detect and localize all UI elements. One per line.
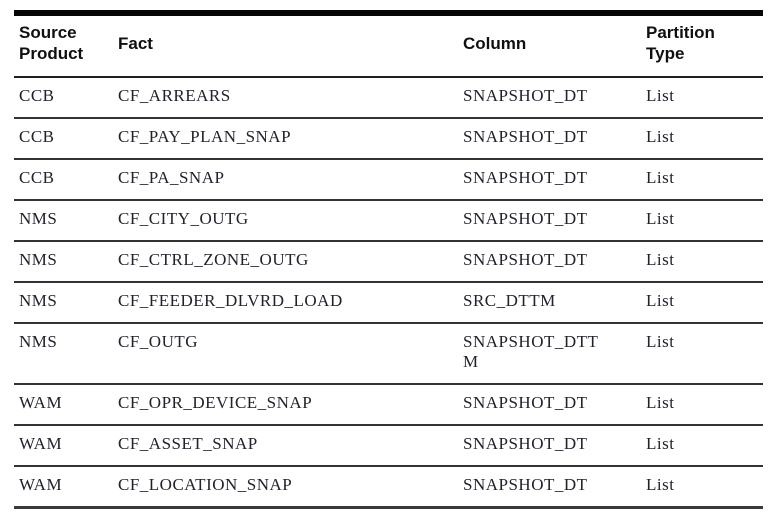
cell-source-product: CCB [14, 159, 113, 201]
cell-column: SNAPSHOT_DT [458, 159, 641, 201]
cell-source-product: NMS [14, 200, 113, 242]
column-header-source-product: Source Product [14, 13, 113, 78]
cell-source-product: WAM [14, 466, 113, 509]
cell-fact: CF_OPR_DEVICE_SNAP [113, 384, 458, 426]
cell-column: SNAPSHOT_DT [458, 466, 641, 509]
cell-source-product: WAM [14, 384, 113, 426]
cell-source-product: WAM [14, 425, 113, 467]
table-row: WAM CF_ASSET_SNAP SNAPSHOT_DT List [14, 425, 763, 467]
table-header: Source Product Fact Column Partition Typ… [14, 13, 763, 78]
cell-partition-type: List [641, 282, 763, 324]
table-body: CCB CF_ARREARS SNAPSHOT_DT List CCB CF_P… [14, 77, 763, 509]
cell-fact: CF_CITY_OUTG [113, 200, 458, 242]
cell-source-product: NMS [14, 241, 113, 283]
cell-partition-type: List [641, 384, 763, 426]
cell-fact: CF_PA_SNAP [113, 159, 458, 201]
column-header-fact: Fact [113, 13, 458, 78]
cell-fact: CF_LOCATION_SNAP [113, 466, 458, 509]
cell-column: SRC_DTTM [458, 282, 641, 324]
cell-fact: CF_OUTG [113, 323, 458, 385]
cell-column: SNAPSHOT_DTTM [458, 323, 641, 385]
cell-fact: CF_CTRL_ZONE_OUTG [113, 241, 458, 283]
cell-column: SNAPSHOT_DT [458, 200, 641, 242]
cell-column: SNAPSHOT_DT [458, 241, 641, 283]
cell-partition-type: List [641, 425, 763, 467]
cell-column: SNAPSHOT_DT [458, 77, 641, 119]
table-row: NMS CF_CTRL_ZONE_OUTG SNAPSHOT_DT List [14, 241, 763, 283]
cell-partition-type: List [641, 118, 763, 160]
cell-partition-type: List [641, 466, 763, 509]
cell-partition-type: List [641, 323, 763, 385]
cell-partition-type: List [641, 200, 763, 242]
header-row: Source Product Fact Column Partition Typ… [14, 13, 763, 78]
cell-partition-type: List [641, 159, 763, 201]
table-row: CCB CF_PA_SNAP SNAPSHOT_DT List [14, 159, 763, 201]
cell-partition-type: List [641, 77, 763, 119]
table-row: NMS CF_CITY_OUTG SNAPSHOT_DT List [14, 200, 763, 242]
cell-partition-type: List [641, 241, 763, 283]
table-row: NMS CF_OUTG SNAPSHOT_DTTM List [14, 323, 763, 385]
table-row: WAM CF_OPR_DEVICE_SNAP SNAPSHOT_DT List [14, 384, 763, 426]
cell-fact: CF_ARREARS [113, 77, 458, 119]
table-row: WAM CF_LOCATION_SNAP SNAPSHOT_DT List [14, 466, 763, 509]
table-row: CCB CF_PAY_PLAN_SNAP SNAPSHOT_DT List [14, 118, 763, 160]
cell-source-product: CCB [14, 118, 113, 160]
cell-fact: CF_ASSET_SNAP [113, 425, 458, 467]
cell-source-product: CCB [14, 77, 113, 119]
cell-column: SNAPSHOT_DT [458, 118, 641, 160]
cell-fact: CF_PAY_PLAN_SNAP [113, 118, 458, 160]
table-row: NMS CF_FEEDER_DLVRD_LOAD SRC_DTTM List [14, 282, 763, 324]
table-row: CCB CF_ARREARS SNAPSHOT_DT List [14, 77, 763, 119]
partition-facts-table: Source Product Fact Column Partition Typ… [14, 10, 763, 509]
cell-source-product: NMS [14, 282, 113, 324]
cell-column: SNAPSHOT_DT [458, 384, 641, 426]
column-header-column: Column [458, 13, 641, 78]
column-header-partition-type: Partition Type [641, 13, 763, 78]
cell-fact: CF_FEEDER_DLVRD_LOAD [113, 282, 458, 324]
cell-column: SNAPSHOT_DT [458, 425, 641, 467]
cell-source-product: NMS [14, 323, 113, 385]
